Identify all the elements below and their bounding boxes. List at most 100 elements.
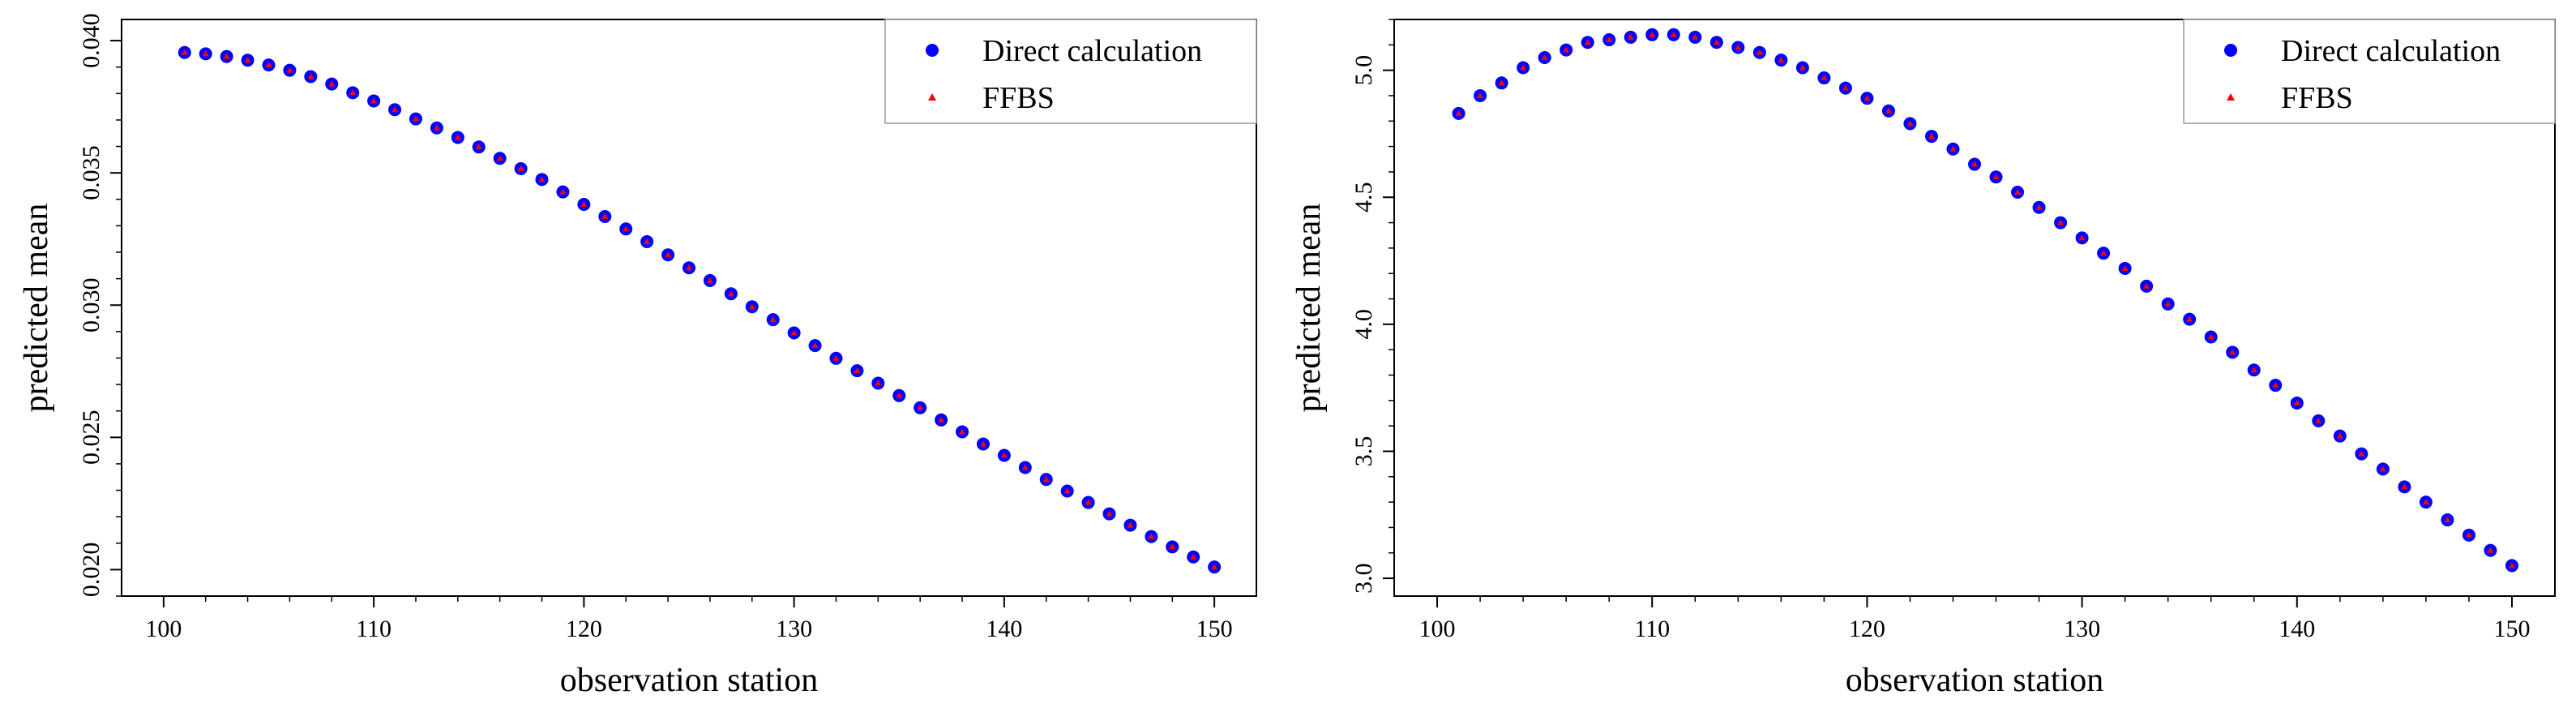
chart1-point-ffbs [769, 316, 777, 323]
chart1-x-tick-label: 110 [356, 616, 392, 642]
chart2-point-ffbs [1498, 79, 1505, 86]
chart2-point-ffbs [1477, 92, 1484, 98]
chart2-legend-label-direct: Direct calculation [2281, 34, 2501, 68]
chart1-x-axis-label: observation station [560, 662, 818, 699]
chart1-point-ffbs [412, 115, 419, 122]
chart2-point-ffbs [2014, 188, 2022, 195]
chart1-point-ffbs [686, 264, 692, 271]
chart1-x-tick-label: 140 [986, 616, 1022, 642]
chart2-point-ffbs [1949, 145, 1957, 152]
chart2-x-tick-label: 140 [2279, 616, 2315, 642]
chart2-point-ffbs [2315, 417, 2322, 423]
chart2-point-ffbs [1584, 39, 1591, 45]
chart2-x-axis-label: observation station [1846, 662, 2103, 699]
chart1-point-ffbs [223, 53, 230, 59]
chart2-point-ffbs [2293, 399, 2300, 405]
chart1-point-ffbs [1127, 521, 1134, 528]
chart1-y-tick-label: 0.020 [78, 543, 105, 598]
chart1-point-ffbs [181, 49, 188, 55]
chart2-data [1452, 28, 2518, 573]
chart2-point-ffbs [2186, 315, 2193, 322]
chart2-point-ffbs [1627, 33, 1634, 40]
chart2-point-ffbs [1563, 46, 1570, 53]
chart1-point-ffbs [286, 67, 293, 73]
chart1-point-ffbs [1148, 533, 1155, 539]
chart2-y-tick-label: 3.0 [1350, 563, 1377, 594]
chart2-point-ffbs [2229, 349, 2236, 355]
chart2-point-ffbs [1541, 54, 1548, 60]
chart1-point-ffbs [979, 440, 986, 447]
chart1-point-ffbs [748, 303, 755, 310]
chart1-point-ffbs [1211, 564, 1218, 570]
chart2-point-ffbs [1928, 133, 1935, 139]
chart2-point-ffbs [2487, 547, 2494, 553]
chart2-x-tick-label: 100 [1419, 616, 1456, 642]
chart1-point-ffbs [1190, 553, 1197, 560]
chart2-point-ffbs [1992, 174, 2000, 180]
chart1-point-ffbs [1085, 499, 1092, 505]
chart1-point-ffbs [601, 212, 609, 219]
chart1-point-ffbs [454, 134, 461, 140]
chart2-point-ffbs [2272, 382, 2279, 388]
chart1-legend-label-ffbs: FFBS [982, 81, 1055, 115]
chart1-legend-marker-ffbs [928, 93, 936, 101]
chart2-point-ffbs [1735, 44, 1742, 50]
chart1-point-ffbs [896, 392, 903, 398]
chart1-point-ffbs [938, 416, 945, 423]
chart2-point-ffbs [1971, 161, 1978, 167]
chart2-point-ffbs [2057, 219, 2065, 225]
chart1-point-ffbs [538, 176, 546, 182]
chart1-point-ffbs [265, 62, 272, 68]
chart2-point-ffbs [1520, 64, 1527, 71]
chart2-y-tick-label: 3.5 [1350, 436, 1377, 467]
chart1-point-ffbs [706, 277, 713, 283]
chart2-point-ffbs [2379, 466, 2386, 472]
chart2-y-tick-label: 5.0 [1350, 55, 1377, 86]
chart1-x-tick-label: 130 [776, 616, 812, 642]
chart1-point-ffbs [1021, 464, 1029, 470]
chart1-legend-marker-direct [926, 44, 939, 57]
chart2-point-ffbs [1692, 33, 1699, 40]
chart1-point-ffbs [244, 57, 251, 63]
chart1-panel: 100 110 120 130 140 150 0.020 0.025 0.030 0.035 0.… [18, 13, 1257, 699]
chart1-legend: Direct calculation FFBS [884, 19, 1257, 124]
chart2-point-ffbs [1821, 75, 1828, 81]
chart1-point-ffbs [559, 188, 567, 195]
chart2-legend-box [2183, 19, 2556, 124]
chart2-point-ffbs [1842, 84, 1849, 91]
chart1-point-ffbs [832, 354, 840, 361]
chart2-point-ffbs [1799, 64, 1806, 71]
chart2-point-ffbs [1756, 49, 1763, 55]
chart2-point-ffbs [1778, 57, 1785, 63]
chart2-point-ffbs [2508, 562, 2515, 569]
chart1-point-ffbs [370, 97, 378, 104]
chart1-point-ffbs [854, 367, 861, 374]
chart2-point-ffbs [2336, 432, 2343, 439]
chart2-point-ffbs [2250, 367, 2257, 373]
chart2-point-ffbs [2401, 483, 2408, 490]
chart2-point-ffbs [2164, 300, 2172, 307]
chart1-point-ffbs [727, 290, 734, 297]
chart2-point-ffbs [1455, 109, 1462, 116]
chart2-point-ffbs [2143, 282, 2150, 289]
chart1-point-ffbs [1106, 510, 1113, 517]
chart2-point-ffbs [1713, 39, 1720, 45]
chart1-y-tick-label: 0.030 [78, 277, 105, 333]
chart1-x-tick-label: 100 [145, 616, 182, 642]
chart2-point-ffbs [2358, 450, 2365, 457]
chart2-point-ffbs [1864, 95, 1871, 101]
chart1-point-ffbs [623, 225, 630, 232]
chart1-point-ffbs [433, 124, 440, 131]
chart1-point-ffbs [790, 329, 798, 336]
chart1-point-ffbs [917, 404, 924, 410]
chart1-point-ffbs [1063, 487, 1071, 494]
chart1-point-ffbs [665, 251, 672, 258]
chart1-point-ffbs [959, 428, 966, 435]
chart1-point-ffbs [496, 155, 503, 161]
chart2-point-ffbs [1906, 120, 1914, 127]
chart2-point-ffbs [2078, 234, 2086, 241]
chart1-point-ffbs [580, 200, 588, 207]
chart2-point-ffbs [1885, 107, 1892, 114]
chart2-point-ffbs [1649, 31, 1656, 37]
